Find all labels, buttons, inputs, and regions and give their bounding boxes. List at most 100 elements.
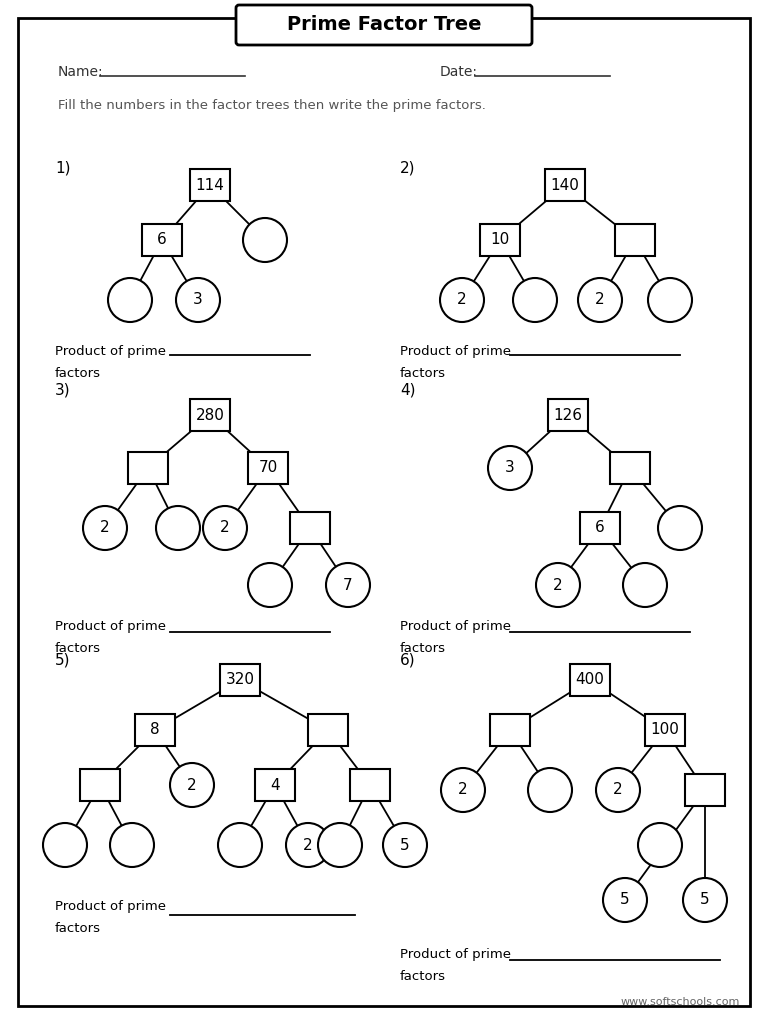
Text: 2: 2	[220, 520, 230, 536]
Bar	[128, 452, 168, 484]
Bar	[190, 169, 230, 201]
Text: www.softschools.com: www.softschools.com	[621, 997, 740, 1007]
Text: 5: 5	[621, 893, 630, 907]
Circle shape	[648, 278, 692, 322]
Text: 2: 2	[613, 782, 623, 798]
FancyBboxPatch shape	[236, 5, 532, 45]
Text: Date:: Date:	[440, 65, 478, 79]
Bar	[308, 714, 348, 746]
Circle shape	[441, 768, 485, 812]
Bar	[220, 664, 260, 696]
Text: factors: factors	[400, 970, 446, 983]
Circle shape	[248, 563, 292, 607]
Text: 7: 7	[343, 578, 353, 593]
Text: Prime Factor Tree: Prime Factor Tree	[286, 15, 482, 35]
Circle shape	[578, 278, 622, 322]
Text: 2: 2	[458, 782, 468, 798]
Text: 2: 2	[457, 293, 467, 307]
Text: 320: 320	[226, 673, 254, 687]
Bar	[570, 664, 610, 696]
Text: Product of prime: Product of prime	[400, 948, 511, 961]
Circle shape	[528, 768, 572, 812]
Circle shape	[683, 878, 727, 922]
Text: 5: 5	[700, 893, 710, 907]
Circle shape	[326, 563, 370, 607]
Circle shape	[203, 506, 247, 550]
Bar	[490, 714, 530, 746]
Text: 3: 3	[505, 461, 515, 475]
Text: 70: 70	[258, 461, 277, 475]
Text: 3: 3	[193, 293, 203, 307]
Bar	[248, 452, 288, 484]
Bar	[255, 769, 295, 801]
Bar	[290, 512, 330, 544]
Circle shape	[170, 763, 214, 807]
Circle shape	[243, 218, 287, 262]
Bar	[610, 452, 650, 484]
Text: 2): 2)	[400, 161, 415, 175]
Circle shape	[596, 768, 640, 812]
Text: factors: factors	[55, 367, 101, 380]
Text: 2: 2	[553, 578, 563, 593]
Text: 8: 8	[151, 723, 160, 737]
Circle shape	[513, 278, 557, 322]
Text: 6: 6	[595, 520, 605, 536]
Text: 140: 140	[551, 177, 579, 193]
Text: 5): 5)	[55, 652, 71, 668]
Circle shape	[638, 823, 682, 867]
Text: 126: 126	[554, 408, 582, 423]
Text: 280: 280	[196, 408, 224, 423]
Circle shape	[440, 278, 484, 322]
Text: Name:: Name:	[58, 65, 104, 79]
Text: 2: 2	[187, 777, 197, 793]
Bar	[480, 224, 520, 256]
Circle shape	[318, 823, 362, 867]
Text: 6): 6)	[400, 652, 415, 668]
Bar	[685, 774, 725, 806]
Text: 100: 100	[650, 723, 680, 737]
Circle shape	[83, 506, 127, 550]
Text: factors: factors	[55, 642, 101, 655]
Text: factors: factors	[400, 367, 446, 380]
Text: 2: 2	[595, 293, 605, 307]
Circle shape	[156, 506, 200, 550]
Text: 4): 4)	[400, 383, 415, 397]
Text: Fill the numbers in the factor trees then write the prime factors.: Fill the numbers in the factor trees the…	[58, 98, 486, 112]
Circle shape	[383, 823, 427, 867]
Text: Product of prime: Product of prime	[55, 620, 166, 633]
Bar	[545, 169, 585, 201]
Text: Product of prime: Product of prime	[55, 345, 166, 358]
Circle shape	[536, 563, 580, 607]
Text: Product of prime: Product of prime	[400, 345, 511, 358]
Circle shape	[623, 563, 667, 607]
Circle shape	[108, 278, 152, 322]
Text: factors: factors	[55, 922, 101, 935]
Bar	[190, 399, 230, 431]
Bar	[350, 769, 390, 801]
Text: 114: 114	[196, 177, 224, 193]
Circle shape	[488, 446, 532, 490]
Text: 400: 400	[575, 673, 604, 687]
Circle shape	[286, 823, 330, 867]
Text: factors: factors	[400, 642, 446, 655]
Bar	[80, 769, 120, 801]
Bar	[135, 714, 175, 746]
Text: Product of prime: Product of prime	[400, 620, 511, 633]
Text: 5: 5	[400, 838, 410, 853]
Circle shape	[176, 278, 220, 322]
Bar	[548, 399, 588, 431]
Bar	[645, 714, 685, 746]
Text: 2: 2	[303, 838, 313, 853]
Circle shape	[603, 878, 647, 922]
Circle shape	[110, 823, 154, 867]
Text: 2: 2	[100, 520, 110, 536]
Circle shape	[43, 823, 87, 867]
Text: 3): 3)	[55, 383, 71, 397]
Text: 1): 1)	[55, 161, 71, 175]
Bar	[615, 224, 655, 256]
Text: Product of prime: Product of prime	[55, 900, 166, 913]
Text: 4: 4	[270, 777, 280, 793]
Bar	[580, 512, 620, 544]
Bar	[142, 224, 182, 256]
Text: 6: 6	[157, 232, 167, 248]
